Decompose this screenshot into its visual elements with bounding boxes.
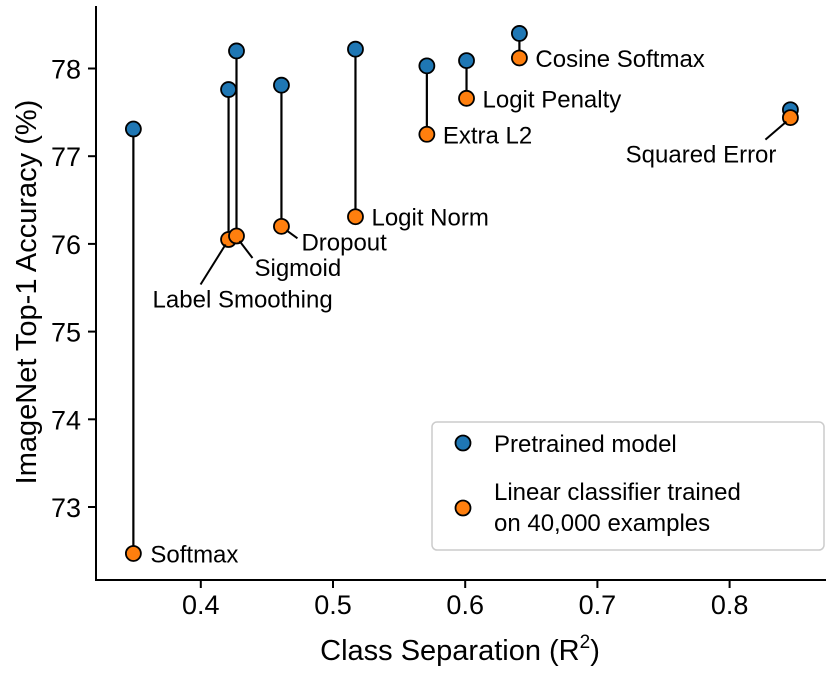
- point-label: Dropout: [301, 229, 387, 256]
- point-label: Sigmoid: [254, 255, 341, 282]
- connector-lines: [132, 33, 792, 554]
- pretrained-point: [511, 25, 528, 42]
- y-tick-label: 75: [51, 318, 81, 348]
- legend-linear-label-line2: on 40,000 examples: [494, 510, 710, 537]
- point-label: Softmax: [150, 541, 238, 568]
- linear-point: [273, 217, 290, 235]
- x-tick-label: 0.4: [182, 590, 220, 620]
- pretrained-point: [347, 40, 364, 58]
- point-label: Logit Penalty: [483, 86, 622, 113]
- pretrained-point: [220, 81, 237, 98]
- y-tick-label: 74: [51, 405, 81, 435]
- x-tick-label: 0.8: [711, 590, 749, 620]
- pretrained-point: [458, 52, 475, 70]
- pretrained-point: [273, 76, 290, 94]
- point-label: Extra L2: [443, 122, 532, 149]
- legend-pretrained-marker: [454, 434, 472, 452]
- linear-point: [124, 545, 142, 562]
- x-tick-label: 0.6: [446, 590, 484, 620]
- linear-point: [228, 227, 245, 245]
- label-leader-line: [285, 229, 299, 240]
- data-markers: [124, 25, 799, 562]
- point-label: Cosine Softmax: [535, 46, 704, 73]
- label-leader-line: [199, 243, 227, 286]
- pretrained-point: [228, 42, 245, 60]
- y-axis-title: ImageNet Top-1 Accuracy (%): [11, 100, 43, 485]
- legend: Pretrained model Linear classifier train…: [431, 421, 825, 551]
- linear-point: [782, 109, 799, 127]
- x-tick-label: 0.5: [314, 590, 352, 620]
- point-label: Logit Norm: [371, 205, 488, 232]
- y-ticks: 73 74 75 76 77 78: [51, 55, 96, 523]
- y-tick-label: 73: [51, 493, 81, 523]
- legend-linear-marker: [454, 499, 472, 517]
- label-leader-line: [764, 120, 788, 141]
- label-leader-line: [238, 240, 254, 259]
- legend-pretrained-label: Pretrained model: [494, 431, 677, 458]
- y-tick-label: 78: [51, 55, 81, 85]
- x-tick-label: 0.7: [579, 590, 617, 620]
- linear-point: [418, 125, 436, 143]
- linear-point: [347, 208, 364, 226]
- linear-point: [458, 89, 475, 107]
- pretrained-point: [124, 120, 142, 138]
- pretrained-point: [418, 57, 436, 75]
- legend-box: [431, 421, 825, 551]
- point-label: Label Smoothing: [153, 287, 333, 314]
- linear-point: [511, 49, 528, 67]
- point-label: Squared Error: [626, 142, 777, 169]
- x-axis-title: Class Separation (R2): [320, 632, 600, 667]
- x-ticks: 0.4 0.5 0.6 0.7 0.8: [182, 580, 748, 620]
- legend-linear-label-line1: Linear classifier trained: [494, 479, 741, 506]
- y-tick-label: 77: [51, 142, 81, 172]
- y-tick-label: 76: [51, 230, 81, 260]
